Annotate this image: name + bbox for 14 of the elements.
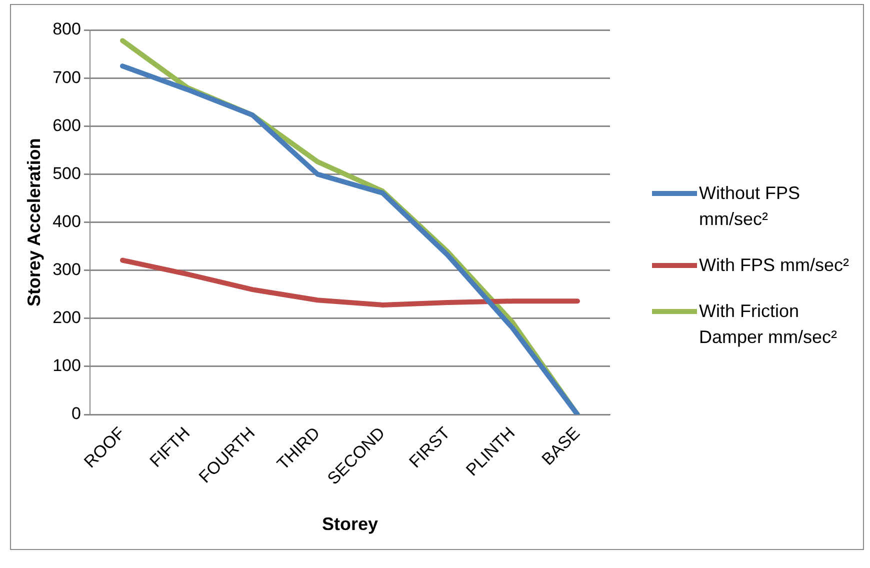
y-tick-label: 300 (52, 260, 81, 280)
y-tick-label: 100 (52, 356, 81, 376)
y-tick-label: 500 (52, 164, 81, 183)
x-axis-title: Storey (322, 514, 378, 534)
y-axis-title: Storey Acceleration (24, 138, 44, 306)
legend-label: With FPS mm/sec² (699, 254, 850, 277)
y-tick-label: 800 (52, 20, 81, 39)
y-tick-label: 0 (71, 404, 81, 424)
y-tick-label: 400 (52, 212, 81, 231)
legend-label: With Friction Damper mm/sec² (699, 300, 838, 349)
y-tick-label: 700 (52, 68, 81, 87)
y-tick-label: 200 (52, 308, 81, 328)
y-tick-label: 600 (52, 116, 81, 135)
legend-label: Without FPS mm/sec² (699, 182, 802, 231)
